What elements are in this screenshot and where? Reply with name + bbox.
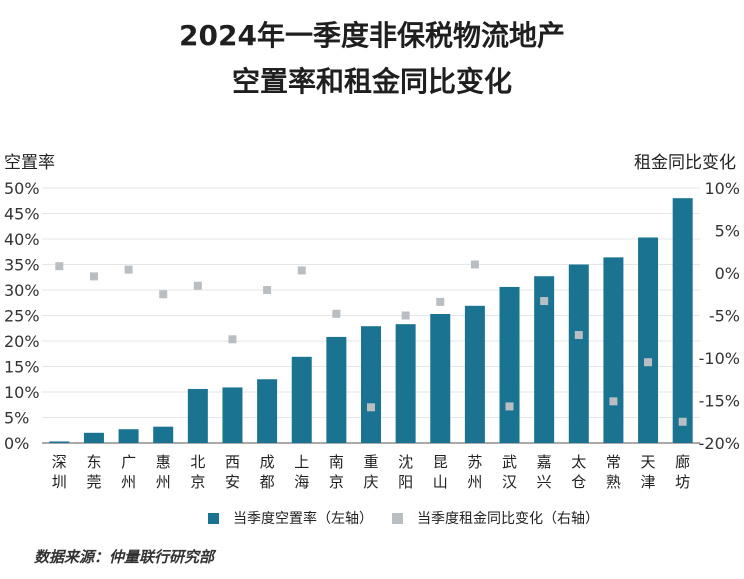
rent-marker <box>678 417 687 426</box>
rent-marker <box>540 297 549 306</box>
bar <box>499 286 520 443</box>
rent-marker <box>159 290 168 299</box>
right-tick-label: -20% <box>699 434 740 453</box>
category-label: 嘉兴 <box>537 453 552 491</box>
rent-marker <box>505 402 514 411</box>
right-axis-title: 租金同比变化 <box>634 153 736 173</box>
bar <box>638 237 659 443</box>
rent-marker <box>89 272 98 281</box>
rent-marker <box>124 265 133 274</box>
bar <box>326 336 347 443</box>
category-label: 廊坊 <box>675 453 690 491</box>
legend-swatch-bar <box>208 512 219 524</box>
left-tick-label: 35% <box>4 256 40 275</box>
source-note: 数据来源：仲量联行研究部 <box>34 548 215 566</box>
rent-marker <box>367 403 375 412</box>
category-label: 常熟 <box>606 453 621 491</box>
rent-marker <box>401 311 410 320</box>
category-label: 武汉 <box>502 453 517 491</box>
category-label: 苏州 <box>467 453 482 491</box>
category-label: 重庆 <box>363 453 378 491</box>
category-label: 沈阳 <box>398 453 413 491</box>
bar <box>291 356 312 443</box>
category-label: 成都 <box>260 453 275 491</box>
left-tick-label: 15% <box>4 358 40 377</box>
category-label: 西安 <box>225 453 240 491</box>
left-tick-label: 0% <box>4 434 29 453</box>
legend-label-vacancy: 当季度空置率（左轴） <box>233 511 373 527</box>
legend-swatch-marker <box>392 512 403 524</box>
right-tick-label: 0% <box>715 264 740 283</box>
left-tick-label: 45% <box>4 205 40 224</box>
category-label: 惠州 <box>156 453 171 491</box>
category-label: 太仓 <box>571 453 586 491</box>
bar <box>395 324 416 443</box>
left-tick-label: 30% <box>4 281 40 300</box>
category-label: 北京 <box>190 453 205 491</box>
category-label: 昆山 <box>433 453 448 491</box>
category-label: 深圳 <box>52 453 67 491</box>
bar <box>361 326 381 443</box>
left-tick-label: 25% <box>4 307 40 326</box>
bar <box>568 264 589 443</box>
rent-marker <box>263 286 272 294</box>
right-tick-label: -10% <box>699 349 740 368</box>
bar <box>464 305 485 443</box>
rent-marker <box>297 266 306 275</box>
rent-marker <box>470 260 479 269</box>
category-label: 天津 <box>641 453 656 491</box>
bar <box>672 198 693 443</box>
bar <box>222 387 243 443</box>
bar <box>153 426 174 443</box>
rent-marker <box>332 309 341 318</box>
left-axis-title: 空置率 <box>4 153 55 173</box>
bar <box>49 441 70 443</box>
bar <box>118 429 139 443</box>
rent-marker <box>55 262 64 271</box>
right-tick-label: -5% <box>709 307 740 326</box>
bar <box>603 257 624 443</box>
category-label: 上海 <box>294 453 309 491</box>
left-tick-label: 10% <box>4 383 40 402</box>
legend-label-rent: 当季度租金同比变化（右轴） <box>417 511 599 527</box>
rent-marker <box>644 358 653 367</box>
left-tick-label: 40% <box>4 230 40 249</box>
rent-marker <box>436 297 445 306</box>
bar <box>534 276 555 443</box>
left-tick-label: 20% <box>4 332 40 351</box>
left-tick-label: 5% <box>4 409 29 428</box>
bar <box>257 379 278 443</box>
legend-item-vacancy: 当季度空置率（左轴） <box>208 508 373 528</box>
right-tick-label: 10% <box>704 179 740 198</box>
category-label: 广州 <box>121 453 136 491</box>
chart-title-line1: 2024年一季度非保税物流地产 <box>179 19 565 52</box>
chart-title-line2: 空置率和租金同比变化 <box>231 65 512 98</box>
bar <box>430 313 451 443</box>
bar <box>187 388 208 443</box>
right-tick-label: 5% <box>715 222 740 241</box>
category-label: 南京 <box>329 453 344 491</box>
rent-marker <box>228 335 237 344</box>
legend-item-rent: 当季度租金同比变化（右轴） <box>392 508 599 528</box>
category-label: 东莞 <box>86 453 101 491</box>
left-tick-label: 50% <box>4 179 40 198</box>
rent-marker <box>193 281 202 290</box>
bar <box>83 432 104 443</box>
rent-marker <box>609 397 618 406</box>
rent-marker <box>574 331 583 340</box>
right-tick-label: -15% <box>699 392 740 411</box>
